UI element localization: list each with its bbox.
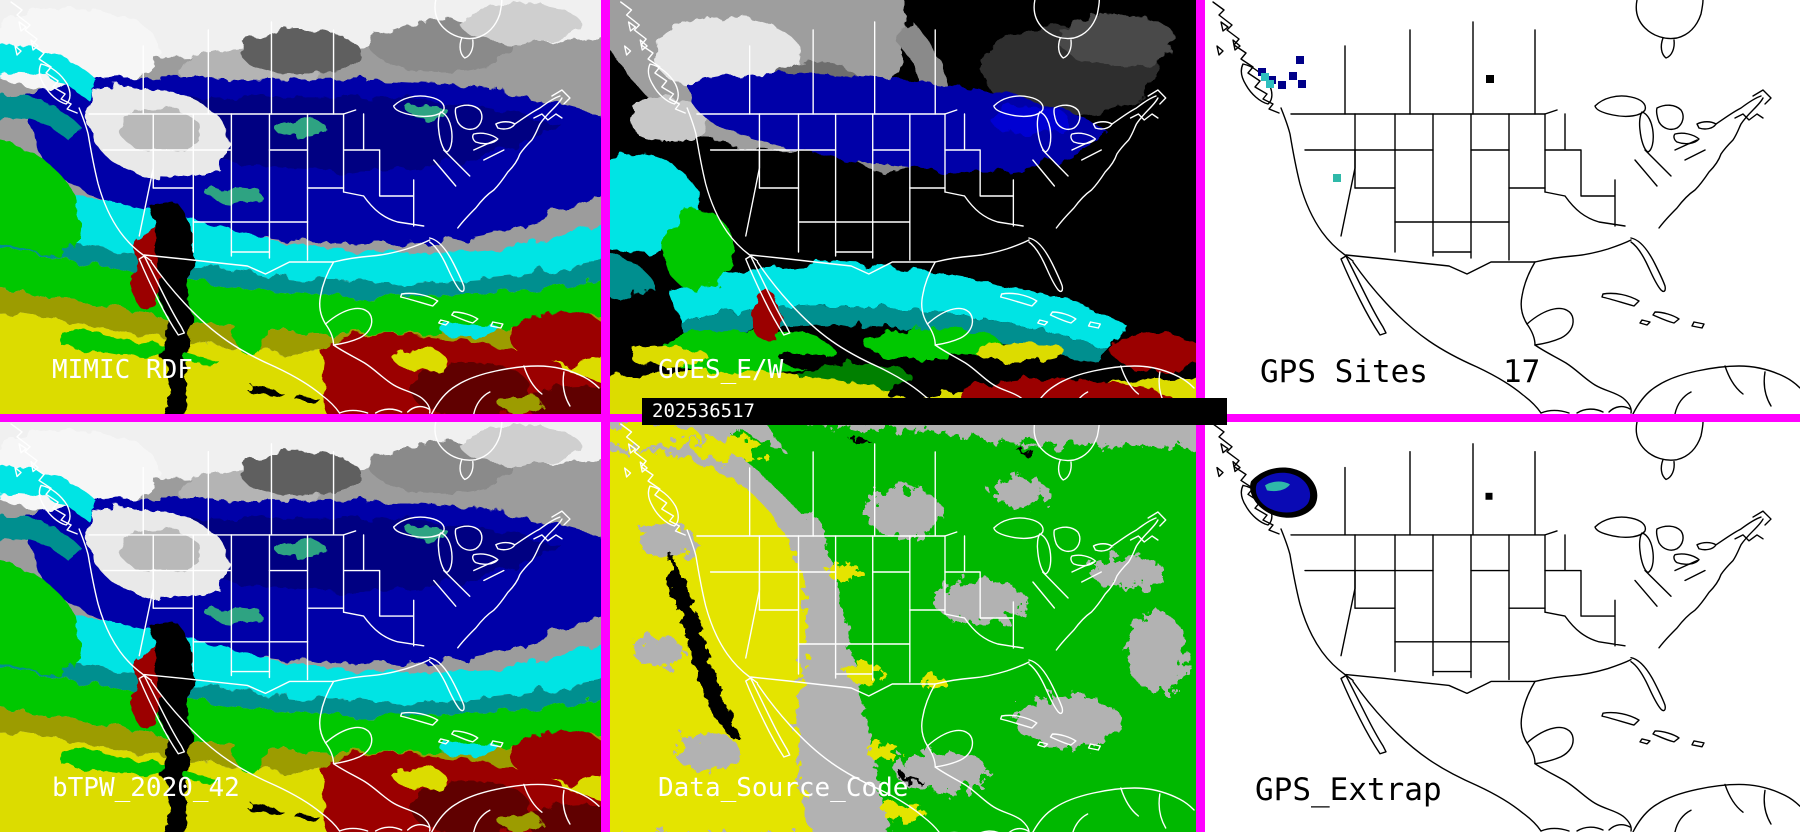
panel-btpw: bTPW_2020_42 <box>0 422 601 832</box>
gps-site-marker <box>1486 75 1494 83</box>
data-source-imagery <box>610 422 1196 832</box>
timestamp-text: 202536517 <box>652 400 755 422</box>
gps-site-marker <box>1258 68 1266 76</box>
gps-extrap-coverage-blob <box>1250 467 1318 518</box>
data-source-map-image <box>610 422 1196 832</box>
panel-label-goes-ew: GOES_E/W <box>658 355 784 385</box>
panel-gps-extrap: GPS_Extrap <box>1205 422 1800 832</box>
gps-site-markers-group <box>1258 56 1494 182</box>
blob-inner-streak <box>1265 481 1290 492</box>
gps-site-marker <box>1261 73 1269 81</box>
gps-site-marker <box>1278 81 1286 89</box>
btpw-map-image <box>0 422 601 832</box>
panel-goes-ew: GOES_E/W <box>610 0 1196 414</box>
panel-mimic-rdf: MIMIC RDF <box>0 0 601 414</box>
panel-label-btpw: bTPW_2020_42 <box>52 773 240 803</box>
gps-site-marker <box>1485 492 1493 500</box>
tpw-imagery <box>0 0 601 414</box>
panel-label-gps-extrap: GPS_Extrap <box>1255 772 1442 808</box>
gps-sites-count: 17 <box>1503 354 1541 390</box>
gps-site-marker <box>1289 72 1297 80</box>
gps-site-marker <box>1298 80 1306 88</box>
blob-core <box>1255 472 1311 513</box>
panel-label-mimic-rdf: MIMIC RDF <box>52 355 193 385</box>
tpw-imagery <box>0 422 601 832</box>
mimic-tpw-map-image <box>0 0 601 414</box>
panel-gps-sites: GPS Sites 17 <box>1205 0 1800 414</box>
gps-site-marker <box>1296 56 1304 64</box>
panel-label-gps-sites: GPS Sites <box>1260 354 1428 390</box>
gps-extrap-map-image <box>1212 422 1800 832</box>
goes-tpw-map-image <box>610 0 1196 414</box>
panel-label-data-source: Data_Source_Code <box>658 773 909 803</box>
gps-site-marker <box>1333 174 1341 182</box>
timestamp-bar: 202536517 <box>642 398 1227 425</box>
panel-data-source-code: Data_Source_Code <box>610 422 1196 832</box>
gps-extrap-markers-group <box>1485 492 1493 500</box>
gps-site-marker <box>1266 80 1274 88</box>
gps-sites-map-image <box>1212 0 1800 414</box>
goes-imagery <box>610 0 1196 414</box>
